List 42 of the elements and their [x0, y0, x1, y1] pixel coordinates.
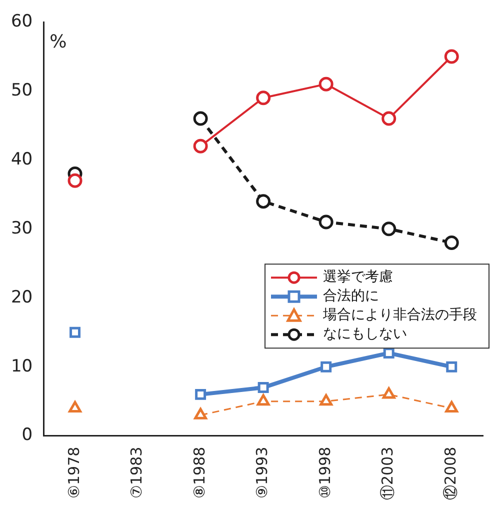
x-tick-label: ⑪2003: [378, 446, 397, 500]
point: [195, 388, 206, 400]
point: [194, 408, 207, 420]
x-tick-label: ⑧1988: [190, 446, 208, 498]
x-tick-label: ⑦1983: [128, 446, 146, 498]
point: [382, 387, 396, 399]
x-tick-label: ⑨1993: [253, 446, 272, 498]
legend-label: 場合により非合法の手段: [322, 307, 477, 324]
y-tick-label: 0: [22, 425, 33, 446]
point: [382, 111, 396, 126]
point: [444, 49, 459, 64]
legend-label: 合法的に: [323, 288, 379, 304]
point: [256, 90, 271, 106]
y-tick-label: 60: [10, 11, 33, 32]
x-tick-label: ⑩1998: [316, 446, 334, 498]
point: [256, 394, 270, 406]
point: [320, 361, 332, 372]
point: [68, 400, 82, 412]
point: [318, 76, 334, 92]
point: [382, 222, 396, 236]
y-tick-label: 10: [10, 356, 33, 376]
y-tick-label: 20: [10, 287, 33, 308]
y-tick-label: 40: [10, 149, 33, 170]
legend-label: 選挙で考慮: [323, 269, 393, 286]
y-tick-label: 30: [10, 218, 33, 238]
point: [446, 361, 458, 372]
point: [258, 382, 269, 394]
x-tick-label: ⑥1978: [64, 446, 83, 498]
point: [68, 173, 82, 188]
point: [193, 138, 208, 154]
point: [70, 326, 81, 338]
point: [193, 111, 208, 126]
point: [320, 394, 333, 406]
point: [444, 235, 459, 250]
legend-label: なにもしない: [323, 326, 407, 342]
point: [256, 194, 271, 209]
y-axis-title: %: [50, 32, 67, 53]
point: [445, 400, 458, 412]
x-tick-label: ⑫2008: [442, 446, 460, 500]
point: [318, 214, 334, 230]
y-tick-label: 50: [10, 80, 33, 100]
point: [383, 348, 394, 359]
